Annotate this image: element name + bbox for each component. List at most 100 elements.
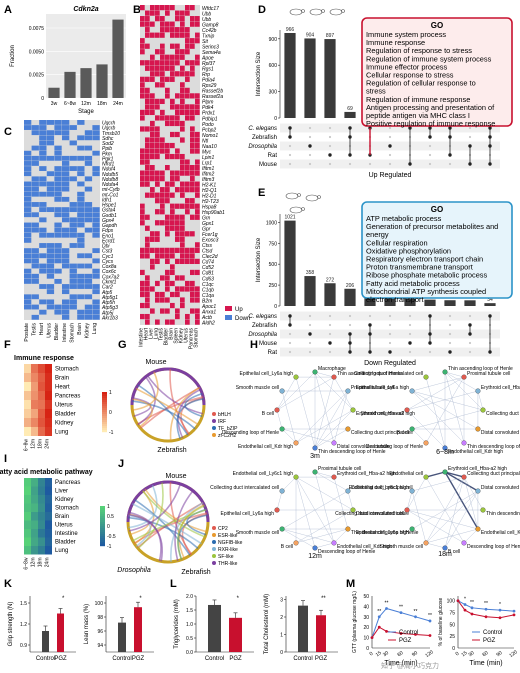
panel-b-gene: H2-D1 <box>202 194 217 200</box>
panel-b-cell <box>175 176 180 182</box>
panel-b-cell <box>190 286 195 292</box>
panel-b-gene: Serinc3 <box>202 45 219 51</box>
panel-f-cell <box>31 409 38 418</box>
panel-b-cell <box>160 253 165 259</box>
panel-b-cell <box>185 187 190 193</box>
panel-m-gtt-xtick: 30 <box>382 650 390 658</box>
panel-b-cell <box>150 142 155 149</box>
panel-c-sample: Intestine <box>62 323 68 342</box>
panel-b-cell <box>180 214 185 220</box>
panel-b-cell <box>175 120 180 127</box>
panel-c-cell <box>69 166 77 171</box>
panel-b-cell <box>195 291 200 298</box>
panel-i-cell <box>24 503 31 512</box>
panel-b-cell <box>185 280 190 287</box>
panel-m-pct-series-PGZ <box>457 600 515 619</box>
panel-b-cell <box>150 153 155 160</box>
panel-h-edge <box>412 376 465 392</box>
panel-m-pct-xtick: 90 <box>495 650 503 658</box>
panel-h-node-label: Thin descending loop of Henle <box>351 530 419 536</box>
panel-a-xtick: 12m <box>81 101 91 107</box>
panel-c-cell <box>62 181 70 187</box>
panel-b-cell <box>185 258 190 265</box>
panel-i-cell <box>24 529 31 538</box>
panel-f-cell <box>24 427 31 436</box>
panel-b-cell <box>145 148 150 154</box>
panel-c-cell <box>54 196 62 202</box>
panel-j-legend-dot <box>212 561 216 565</box>
panel-f-row-label: Lung <box>55 429 68 435</box>
panel-h-edge <box>314 542 335 549</box>
panel-b-cell <box>180 203 185 209</box>
panel-i-legend-label: -0.5 <box>107 534 116 540</box>
panel-c-cell <box>62 135 70 141</box>
panel-b-cell <box>185 93 190 99</box>
panel-b-cell <box>165 120 170 127</box>
panel-b-cell <box>190 142 195 149</box>
panel-b-cell <box>180 65 185 71</box>
panel-b-cell <box>175 214 180 220</box>
panel-b-gene: Fcer1g <box>202 232 218 238</box>
panel-b-cell <box>140 302 145 309</box>
panel-e-matrix-dot <box>368 314 372 318</box>
panel-b-cell <box>195 104 200 110</box>
panel-l-tg-xtick: PGZ <box>229 656 242 662</box>
panel-d-matrix-dot <box>308 144 312 148</box>
panel-b-cell <box>150 187 155 193</box>
panel-c-cell <box>54 232 62 238</box>
rat-icon <box>285 192 299 200</box>
panel-c-cell <box>39 155 47 161</box>
panel-e-matrix-dot <box>348 323 352 327</box>
panel-e-ytick: 1000 <box>266 220 277 226</box>
panel-c-cell <box>84 273 93 279</box>
panel-c-cell <box>46 140 55 146</box>
panel-e-set-label: Zebrafish <box>252 323 277 329</box>
panel-c-sample: Kidney <box>85 323 91 339</box>
panel-c-cell <box>69 268 77 274</box>
panel-b-cell <box>150 231 155 237</box>
panel-f-legend-step <box>102 430 107 433</box>
panel-d-bar-3 <box>344 111 356 118</box>
panel-c-cell <box>31 294 39 300</box>
panel-g-legend-dot <box>212 412 216 416</box>
panel-m-pct-legend-label: Control <box>483 630 502 636</box>
panel-b-cell <box>140 313 145 320</box>
panel-e-bar-value: 34 <box>487 297 493 303</box>
panel-b-cell <box>150 192 155 198</box>
panel-c-cell <box>46 253 55 259</box>
panel-f-legend-step <box>102 400 107 403</box>
panel-h-node-label: Collecting duct principal cell <box>467 471 520 477</box>
panel-e-matrix-dot <box>448 350 452 354</box>
panel-b-cell <box>145 291 150 298</box>
panel-c-cell <box>69 294 77 300</box>
panel-i-legend-step <box>100 516 105 519</box>
panel-e-bar-5 <box>384 297 396 306</box>
watermark: 知乎 @周小巧克力 <box>381 661 439 670</box>
panel-b-cell <box>150 126 155 132</box>
panel-c-gene: Sod2 <box>102 141 114 147</box>
panel-letter-g: G <box>118 339 127 351</box>
panel-h-node <box>345 426 351 432</box>
panel-b-cell <box>180 120 185 127</box>
panel-b-cell <box>195 214 200 220</box>
panel-b-cell <box>160 54 165 60</box>
panel-m-pct-ytick: 25 <box>449 634 455 640</box>
panel-f-cell <box>31 427 38 436</box>
panel-f-legend-step <box>102 420 107 423</box>
panel-k-lean-xtick: PGZ <box>132 656 145 662</box>
panel-m-pct-point <box>463 608 467 612</box>
panel-h-node-label: Thin ascending loop of Henle <box>448 366 513 372</box>
panel-b-cell <box>180 286 185 292</box>
panel-d-go-term: Antigen processing and presentation of <box>366 103 495 112</box>
panel-b-cell <box>185 43 190 49</box>
panel-i-row-label: Stomach <box>55 505 79 511</box>
panel-b-cell <box>145 159 150 165</box>
panel-f-cell <box>38 418 45 427</box>
panel-b-cell <box>175 115 180 121</box>
panel-b-cell <box>190 126 195 132</box>
panel-c-cell <box>62 314 70 320</box>
panel-b-cell <box>185 253 190 259</box>
panel-h-stage-1: 6~8m <box>436 449 454 456</box>
panel-c-cell <box>77 243 85 248</box>
panel-b-cell <box>165 319 170 325</box>
